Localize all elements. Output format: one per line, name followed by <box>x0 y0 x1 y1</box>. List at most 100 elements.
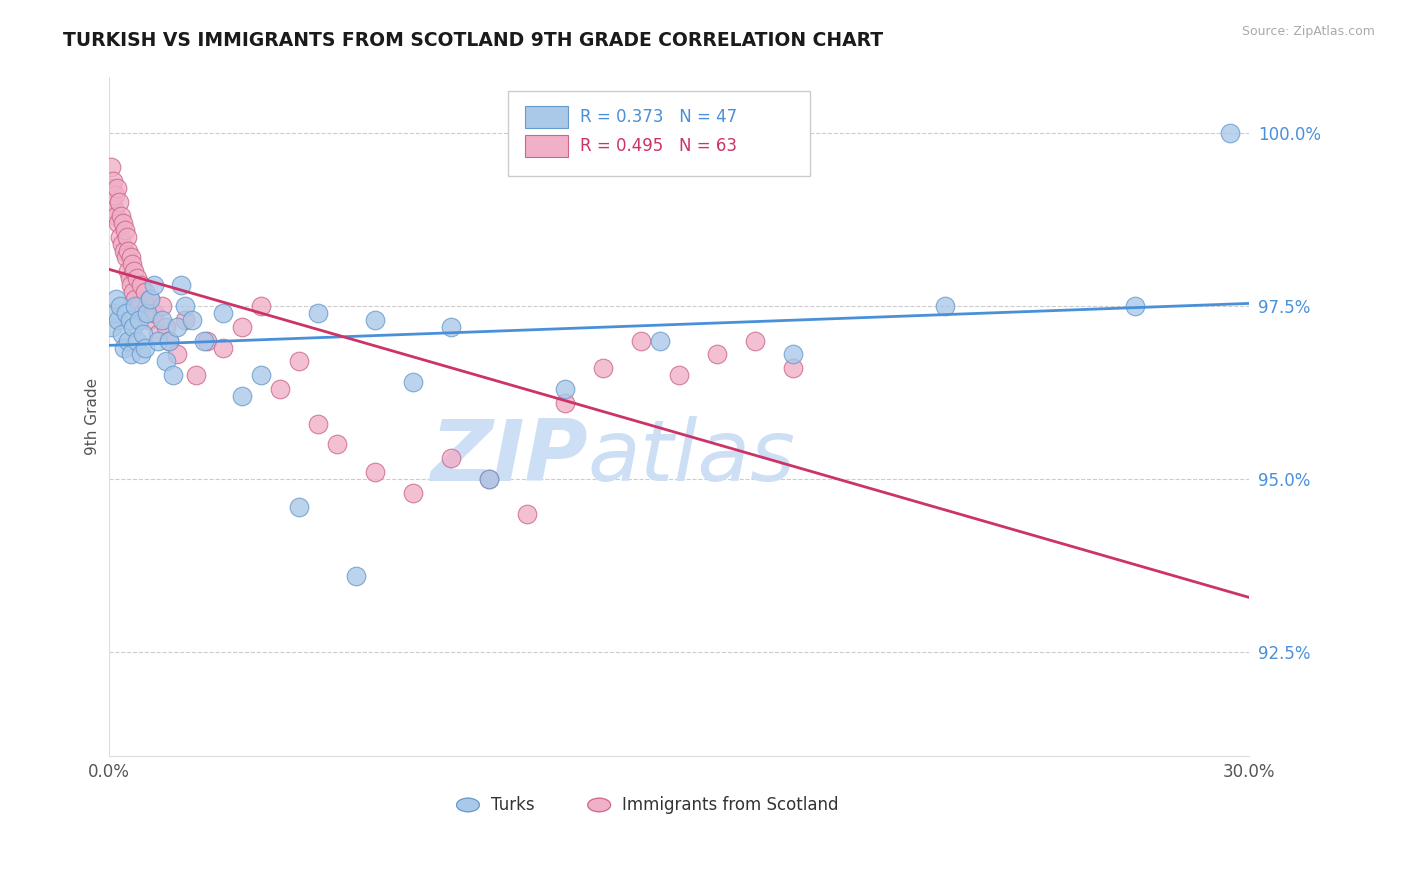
Point <box>744 334 766 348</box>
Point <box>117 264 139 278</box>
Point <box>307 417 329 431</box>
Point <box>108 229 131 244</box>
Circle shape <box>457 798 479 812</box>
Point <box>134 341 156 355</box>
Point <box>127 334 149 348</box>
Point <box>120 278 142 293</box>
Text: R = 0.495   N = 63: R = 0.495 N = 63 <box>579 137 737 155</box>
Point <box>117 244 139 258</box>
Point <box>135 299 157 313</box>
Point <box>782 347 804 361</box>
Point <box>107 216 129 230</box>
Text: R = 0.373   N = 47: R = 0.373 N = 47 <box>579 108 737 126</box>
Point <box>122 285 145 299</box>
Point <box>166 347 188 361</box>
Point <box>630 334 652 348</box>
Point <box>478 472 501 486</box>
Point <box>115 229 138 244</box>
Point <box>554 382 576 396</box>
Point <box>166 319 188 334</box>
Point <box>105 181 128 195</box>
Point <box>103 306 125 320</box>
Point <box>111 326 134 341</box>
Text: Immigrants from Scotland: Immigrants from Scotland <box>621 796 838 814</box>
Point <box>107 313 129 327</box>
Point <box>110 209 132 223</box>
Point <box>592 361 614 376</box>
Point <box>121 257 143 271</box>
Point <box>139 292 162 306</box>
Text: TURKISH VS IMMIGRANTS FROM SCOTLAND 9TH GRADE CORRELATION CHART: TURKISH VS IMMIGRANTS FROM SCOTLAND 9TH … <box>63 31 883 50</box>
Text: ZIP: ZIP <box>430 416 588 499</box>
Point <box>104 188 127 202</box>
Point <box>134 285 156 299</box>
Point <box>128 313 150 327</box>
Point <box>114 251 136 265</box>
Point <box>128 299 150 313</box>
Point <box>287 500 309 514</box>
Point <box>105 292 128 306</box>
Point <box>307 306 329 320</box>
Point <box>269 382 291 396</box>
Point <box>516 507 538 521</box>
Y-axis label: 9th Grade: 9th Grade <box>86 378 100 455</box>
Point <box>402 486 425 500</box>
Point <box>155 354 177 368</box>
Point <box>934 299 956 313</box>
Point <box>287 354 309 368</box>
Point <box>782 361 804 376</box>
Point <box>135 306 157 320</box>
Circle shape <box>588 798 610 812</box>
Point <box>364 465 387 479</box>
Point <box>211 341 233 355</box>
Point <box>326 437 349 451</box>
Point <box>150 299 173 313</box>
Point <box>440 451 463 466</box>
Point <box>706 347 728 361</box>
Point <box>181 313 204 327</box>
Point <box>197 334 219 348</box>
Point <box>112 216 135 230</box>
Point <box>112 341 135 355</box>
Point <box>122 319 145 334</box>
Point <box>100 161 122 175</box>
Point <box>173 299 195 313</box>
Point <box>146 334 169 348</box>
Point <box>648 334 671 348</box>
Point <box>193 334 215 348</box>
Point <box>118 313 141 327</box>
Point <box>101 195 124 210</box>
Point <box>249 299 271 313</box>
Point <box>1219 126 1241 140</box>
Point <box>554 396 576 410</box>
Point <box>143 306 166 320</box>
Point <box>150 313 173 327</box>
FancyBboxPatch shape <box>508 91 810 176</box>
Text: atlas: atlas <box>588 416 796 499</box>
FancyBboxPatch shape <box>524 135 568 157</box>
Point <box>118 271 141 285</box>
Point <box>129 278 152 293</box>
Point <box>132 326 155 341</box>
Point <box>124 299 146 313</box>
Point <box>111 236 134 251</box>
Point <box>124 264 146 278</box>
Point <box>1123 299 1146 313</box>
Point <box>138 313 160 327</box>
Point <box>159 334 181 348</box>
Point <box>129 347 152 361</box>
Point <box>103 202 125 216</box>
Point <box>112 244 135 258</box>
Point <box>173 313 195 327</box>
Point <box>100 181 122 195</box>
Point <box>184 368 207 383</box>
Point <box>162 368 184 383</box>
Point <box>139 292 162 306</box>
Point <box>364 313 387 327</box>
Point <box>668 368 690 383</box>
Point <box>478 472 501 486</box>
Text: Turks: Turks <box>491 796 534 814</box>
Point <box>120 347 142 361</box>
Point <box>344 569 367 583</box>
Point <box>143 278 166 293</box>
